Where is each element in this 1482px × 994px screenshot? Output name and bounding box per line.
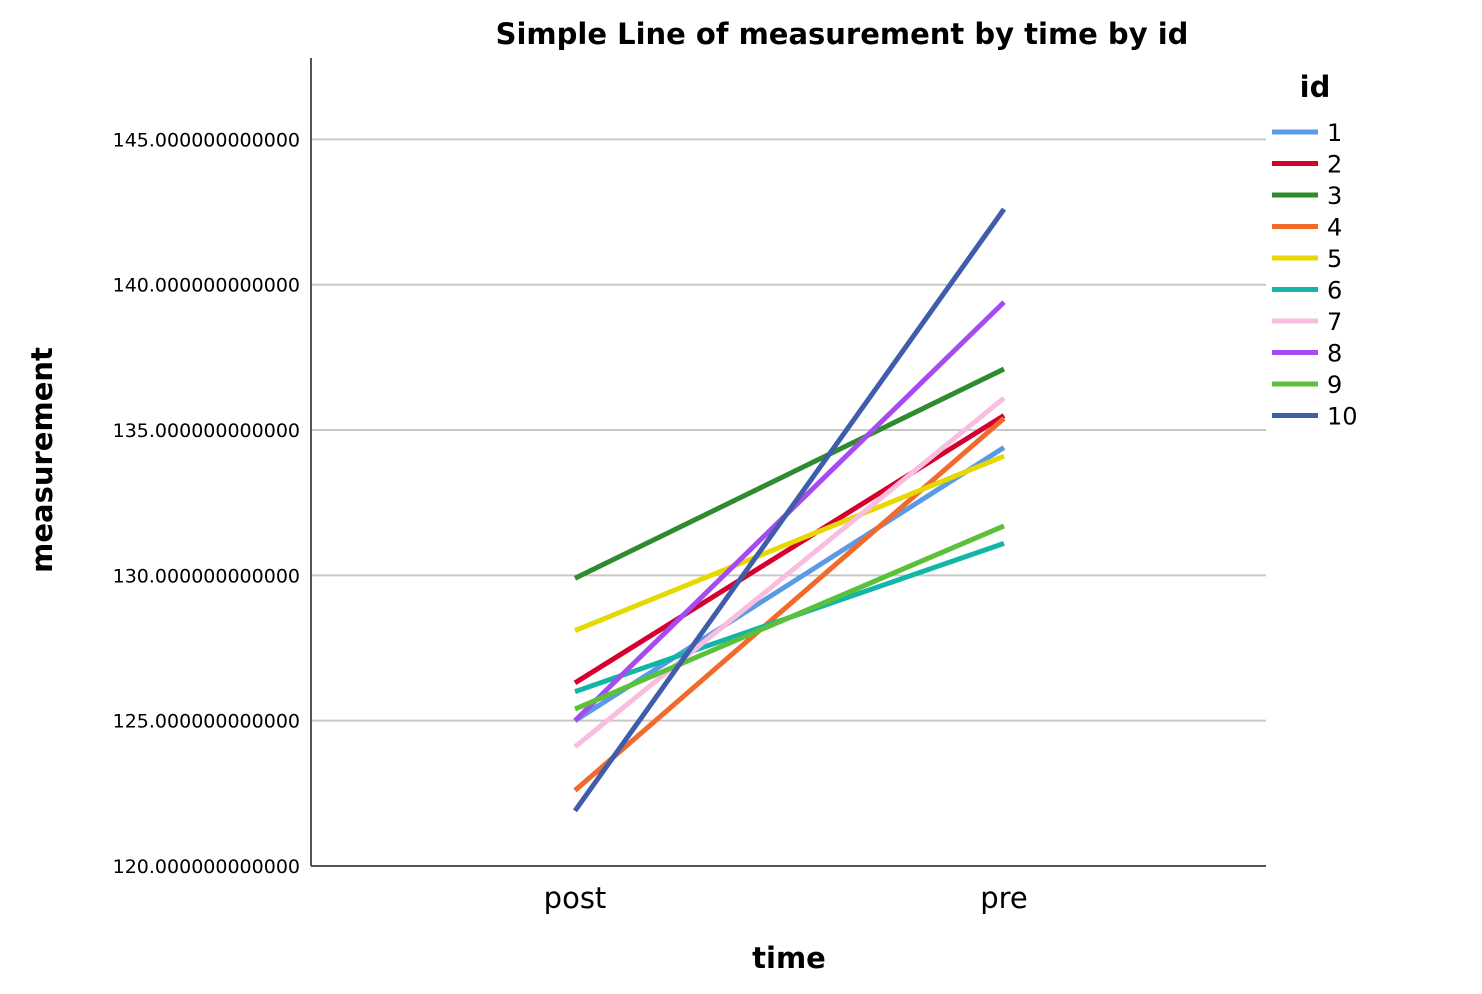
legend-label-id-5: 5 — [1327, 245, 1342, 273]
legend-label-id-9: 9 — [1327, 371, 1342, 399]
y-tick-label: 135.000000000000 — [113, 420, 300, 442]
legend-label-id-7: 7 — [1327, 308, 1342, 336]
y-axis-title: measurement — [25, 347, 59, 573]
series-line-id-1 — [573, 445, 1006, 723]
series-line-id-4 — [573, 416, 1006, 793]
series-line-id-7 — [573, 396, 1006, 749]
legend-label-id-8: 8 — [1327, 340, 1342, 368]
x-axis-ticks: post pre — [544, 881, 1028, 915]
x-tick-label-pre: pre — [980, 881, 1028, 915]
x-axis-title: time — [752, 941, 826, 975]
legend-label-id-10: 10 — [1327, 403, 1358, 431]
y-tick-label: 145.000000000000 — [113, 129, 300, 151]
series-line-id-2 — [573, 413, 1006, 686]
legend-label-id-4: 4 — [1327, 214, 1342, 242]
y-tick-label: 120.000000000000 — [113, 856, 300, 878]
y-axis-ticks: 120.000000000000 125.000000000000 130.0000… — [113, 129, 300, 878]
legend-label-id-2: 2 — [1327, 151, 1342, 179]
series-line-id-5 — [574, 453, 1005, 633]
y-tick-label: 140.000000000000 — [113, 275, 300, 297]
legend: id 1 2 3 4 5 6 7 8 9 10 — [1272, 70, 1358, 431]
legend-title: id — [1300, 70, 1331, 104]
y-tick-label: 125.000000000000 — [113, 711, 300, 733]
gridlines — [311, 138, 1266, 722]
series-lines — [572, 207, 1007, 813]
series-line-id-9 — [574, 523, 1005, 712]
legend-label-id-3: 3 — [1327, 182, 1342, 210]
series-line-id-10 — [572, 207, 1007, 813]
series-line-id-3 — [573, 366, 1006, 581]
legend-label-id-1: 1 — [1327, 119, 1342, 147]
x-tick-label-post: post — [544, 881, 607, 915]
chart-title: Simple Line of measurement by time by id — [496, 17, 1189, 51]
y-tick-label: 130.000000000000 — [113, 565, 300, 587]
legend-label-id-6: 6 — [1327, 277, 1342, 305]
